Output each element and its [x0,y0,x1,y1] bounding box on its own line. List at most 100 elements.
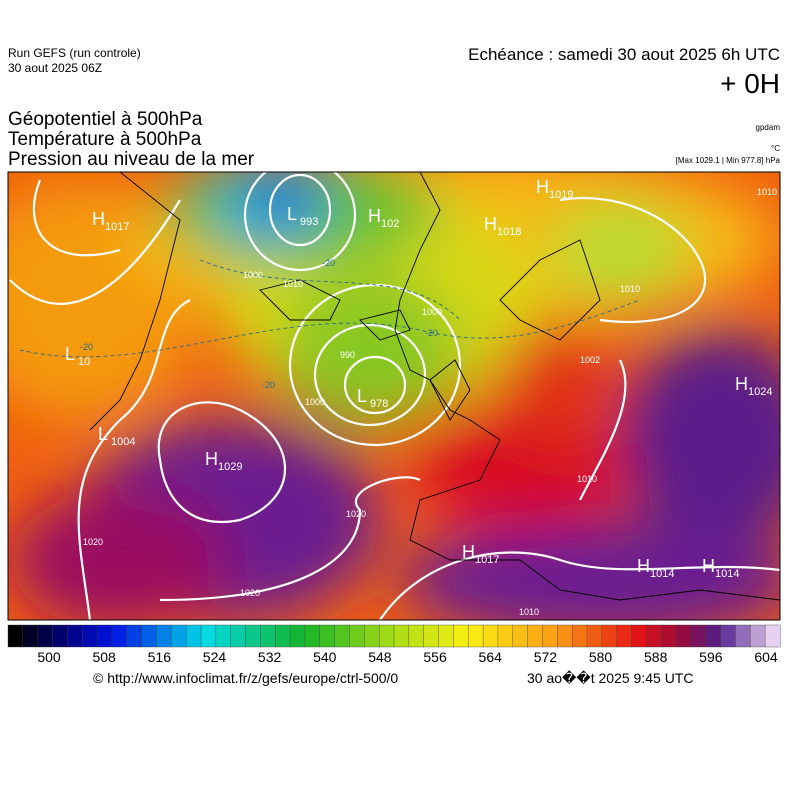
colorbar-swatch [542,624,558,648]
colorbar-tick-label: 588 [644,649,668,665]
isobar-label: 1010 [620,284,640,294]
isobar-label: 1020 [240,588,260,598]
center-value: 1024 [748,386,772,398]
source: © http://www.infoclimat.fr/z/gefs/europe… [93,670,399,686]
colorbar-tick-label: 500 [37,649,61,665]
center-type: L [357,386,367,406]
colorbar-swatch [690,624,707,648]
colorbar-swatch [67,624,83,648]
center-value: 10 [78,356,90,368]
pressure-center: H 1014 [702,556,739,580]
colorbar-swatch [453,624,469,648]
colorbar-swatch [185,624,202,648]
colorbar-swatch [616,624,633,648]
unit: °C [771,144,780,153]
colorbar-swatch [527,624,543,648]
run-label: Run GEFS (run controle) [8,46,141,60]
colorbar-swatch [720,624,736,648]
colorbar-swatch [393,624,410,648]
colorbar-tick-label: 556 [423,649,447,665]
temperature-label: -20 [322,258,335,268]
offset: + 0H [720,68,780,99]
center-type: H [205,449,218,469]
center-value: 1004 [111,436,135,448]
colorbar-swatch [215,624,232,648]
pressure-center: L 993 [287,204,318,228]
colorbar: 500 508 516 524 532 540 548 556 564 572 580 588 596 6… [7,624,781,665]
colorbar-swatch [156,624,172,648]
colorbar-swatch [171,624,187,648]
colorbar-swatch [557,624,573,648]
colorbar-swatch [52,624,68,648]
center-value: 1014 [715,568,739,580]
colorbar-swatch [661,624,677,648]
colorbar-swatch [126,624,143,648]
temperature-label: -20 [80,342,93,352]
colorbar-swatch [349,624,365,648]
colorbar-swatch [260,624,276,648]
colorbar-swatch [230,624,247,648]
center-value: 1017 [105,221,129,233]
colorbar-swatch [571,624,588,648]
isobar-label: 1010 [757,187,777,197]
colorbar-swatch [304,624,321,648]
pressure-center: H 1024 [735,374,772,398]
colorbar-swatch [22,624,39,648]
colorbar-swatch [364,624,380,648]
colorbar-swatch [631,624,647,648]
colorbar-swatch [735,624,751,648]
colorbar-tick-label: 508 [92,649,116,665]
colorbar-swatch [675,624,692,648]
center-type: H [484,214,497,234]
isobar-label: 1020 [83,537,103,547]
pressure-center: L 1004 [98,424,135,448]
isobar-label: 1000 [422,307,442,317]
colorbar-swatch [468,624,484,648]
colorbar-swatch [705,624,722,648]
title: Pression au niveau de la mer [8,149,255,170]
pressure-center: H 1019 [536,177,573,201]
unit: gpdam [755,123,780,132]
colorbar-swatch [319,624,336,648]
pressure-center: L 10 [65,344,90,368]
pressure-center: H 1014 [637,556,674,580]
isobar-label: 1020 [346,509,366,519]
colorbar-swatch [586,624,603,648]
isobar-label: 990 [340,350,355,360]
colorbar-swatch [275,624,291,648]
generated: 30 ao��t 2025 9:45 UTC [527,670,694,686]
center-type: L [65,344,75,364]
colorbar-swatch [200,624,217,648]
center-value: 1029 [218,461,242,473]
pressure-center: L 978 [357,386,388,410]
temperature-label: -20 [425,328,438,338]
colorbar-swatch [289,624,306,648]
colorbar-swatch [96,624,113,648]
colorbar-tick-label: 604 [754,649,778,665]
pressure-range: [Max 1029.1 | Min 977.8] hPa [675,156,780,165]
pressure-center: H 1017 [462,542,499,566]
center-type: H [702,556,715,576]
colorbar-swatch [512,624,529,648]
colorbar-swatch [750,624,766,648]
colorbar-tick-label: 564 [479,649,503,665]
center-type: H [536,177,549,197]
colorbar-swatch [482,624,499,648]
center-type: L [287,204,297,224]
run-date: 30 aout 2025 06Z [8,61,103,75]
temperature-label: -20 [262,380,275,390]
center-value: 1018 [497,226,521,238]
pressure-center: H 1018 [484,214,521,238]
title: Géopotentiel à 500hPa [8,109,203,130]
colorbar-swatch [601,624,618,648]
isobar-label: 1010 [519,607,539,617]
colorbar-tick-label: 572 [534,649,558,665]
colorbar-tick-label: 596 [699,649,723,665]
colorbar-tick-label: 540 [313,649,337,665]
echeance: Echéance : samedi 30 aout 2025 6h UTC [468,45,780,64]
pressure-center: H 1029 [205,449,242,473]
colorbar-swatch [408,624,425,648]
center-value: 978 [370,398,388,410]
